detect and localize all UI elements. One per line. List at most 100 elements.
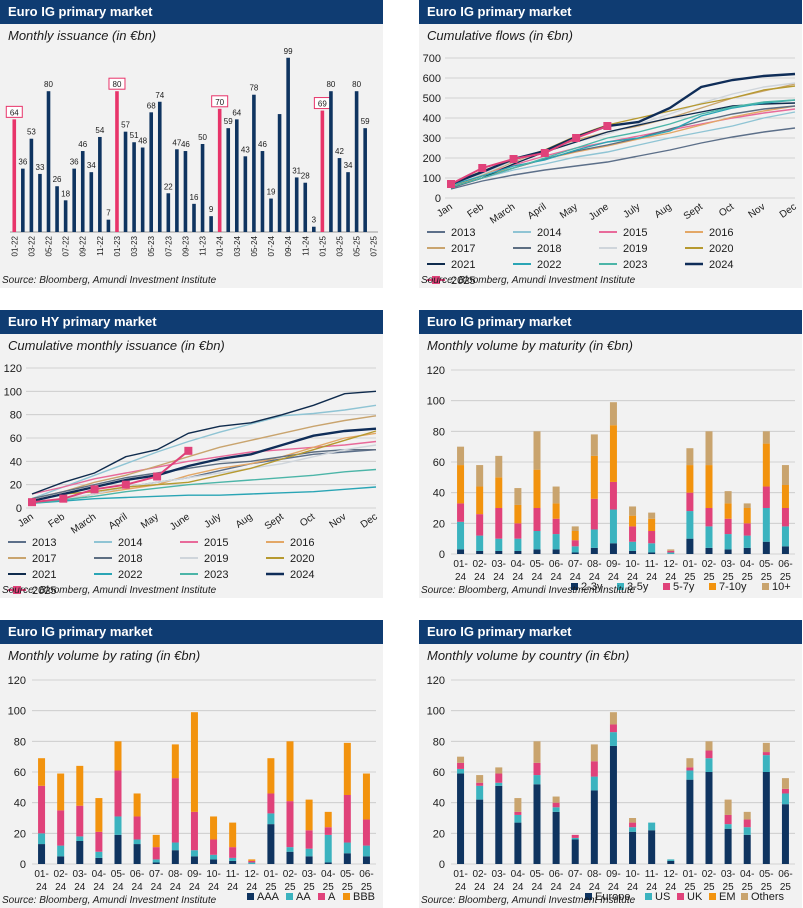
x-tick-label: 24: [608, 572, 620, 583]
bar-segment-UK: [705, 750, 713, 759]
bar-segment-BBB: [190, 712, 198, 812]
y-tick-label: 80: [433, 426, 445, 438]
y-tick-label: 40: [433, 488, 445, 500]
bar-segment-5-7y: [571, 540, 579, 547]
x-tick-label: 09-24: [284, 235, 293, 256]
bar-segment-Europe: [781, 804, 789, 864]
bar-label: 42: [335, 147, 344, 156]
bar-segment-5-7y: [724, 518, 732, 535]
x-tick-label: 25: [684, 572, 696, 583]
bar-segment-A: [190, 811, 198, 851]
bar-segment-AAA: [305, 856, 313, 864]
x-tick-label: 24: [189, 882, 201, 893]
bar-segment-2-3y: [457, 549, 465, 554]
bar-segment-7-10y: [743, 508, 751, 524]
x-tick-label: 24: [74, 882, 86, 893]
x-tick-label: 04-: [740, 559, 754, 570]
bar-segment-BBB: [133, 793, 141, 817]
bar-label: 99: [284, 48, 293, 56]
marker-2025: [572, 134, 581, 142]
bar: [157, 101, 162, 232]
x-tick-label: 10-: [625, 559, 639, 570]
x-tick-label: 25: [703, 572, 715, 583]
legend-marker-2025: [432, 276, 440, 284]
x-tick-label: 09-: [606, 869, 620, 880]
bar-segment-UK: [762, 752, 770, 756]
bar-label: 18: [61, 189, 70, 198]
bar: [294, 177, 299, 232]
bar-segment-UK: [476, 782, 484, 786]
bar-segment-10+: [743, 503, 751, 508]
series-line-2015: [450, 108, 796, 187]
x-tick-label: 12-: [664, 559, 678, 570]
bar-segment-7-10y: [457, 465, 465, 504]
bar-label: 34: [87, 161, 96, 170]
bar-segment-AA: [38, 833, 46, 845]
series-line-2022: [450, 99, 796, 186]
bar-segment-7-10y: [648, 518, 656, 531]
bar-label-box: [211, 95, 229, 108]
bar-segment-A: [76, 805, 84, 837]
x-tick-label: 04-: [511, 869, 525, 880]
y-tick-label: 300: [423, 133, 441, 145]
x-tick-label: 07-23: [164, 235, 173, 256]
y-tick-label: 80: [14, 736, 26, 748]
x-tick-label: 24: [531, 572, 543, 583]
legend-swatch-Others: [741, 893, 748, 900]
x-tick-label: July: [202, 511, 223, 530]
bar-segment-Others: [743, 811, 751, 820]
bar: [243, 156, 248, 232]
bar: [183, 151, 188, 232]
bar-segment-10+: [686, 448, 694, 466]
x-tick-label: 24: [627, 882, 639, 893]
y-tick-label: 20: [10, 480, 22, 492]
x-tick-label: 24: [608, 882, 620, 893]
bar-segment-Europe: [476, 799, 484, 864]
bar-label: 50: [198, 133, 207, 142]
x-tick-label: 03-23: [130, 235, 139, 256]
bar-label: 80: [113, 80, 122, 89]
marker-2025: [59, 494, 68, 503]
bar-segment-3-5y: [476, 535, 484, 551]
legend-label: UK: [687, 891, 703, 903]
bar-segment-7-10y: [609, 425, 617, 482]
x-tick-label: 24: [551, 882, 563, 893]
x-tick-label: 25: [703, 882, 715, 893]
legend-label: 2021: [451, 259, 475, 271]
chart-source: Source: Bloomberg, Amundi Investment Ins…: [2, 585, 217, 596]
bar-segment-A: [305, 830, 313, 849]
bar-segment-2-3y: [762, 541, 770, 554]
chart-ig-volume-by-maturity: 0 20 40 60 80 100 120 01- 24 02- 24 03- 24 04- 24 05- 24…: [427, 365, 795, 593]
bar-segment-10+: [533, 431, 541, 470]
x-tick-label: 06-: [359, 869, 373, 880]
legend-label: 2023: [623, 259, 647, 271]
x-tick-label: 24: [151, 882, 163, 893]
series-line-2025: [450, 125, 608, 185]
bar-segment-7-10y: [476, 486, 484, 515]
x-tick-label: 11-22: [96, 235, 105, 255]
bar: [200, 144, 205, 232]
bar: [303, 182, 308, 232]
bar-segment-US: [571, 837, 579, 840]
bar-segment-BBB: [210, 816, 218, 840]
y-tick-label: 200: [423, 153, 441, 165]
x-tick-label: 24: [493, 572, 505, 583]
bar-segment-AAA: [267, 824, 275, 864]
bar-segment-5-7y: [648, 531, 656, 544]
bar-label: 70: [215, 98, 224, 107]
bar-segment-AA: [324, 834, 332, 863]
bar-segment-AA: [305, 848, 313, 857]
bar-segment-Europe: [762, 772, 770, 864]
legend-label: 2013: [451, 227, 475, 239]
bar-segment-AAA: [343, 853, 351, 864]
bar-segment-10+: [781, 465, 789, 485]
legend-label: 5-7y: [673, 581, 695, 593]
bar-label: 68: [147, 101, 156, 110]
legend-label: 2018: [118, 553, 142, 565]
bar-label: 19: [267, 188, 276, 197]
legend-label: 2015: [623, 227, 647, 239]
bar-segment-Others: [686, 758, 694, 768]
y-tick-label: 60: [433, 767, 445, 779]
legend-label: 2023: [204, 569, 228, 581]
